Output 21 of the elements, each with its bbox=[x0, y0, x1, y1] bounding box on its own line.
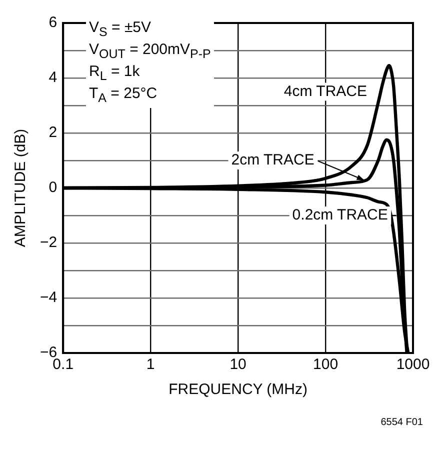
annotation: V$_{OUT}$ = 200mV$_{P-P}$ bbox=[89, 41, 211, 63]
y-tick-label: 0 bbox=[48, 179, 58, 196]
legend-label: 0.2cm TRACE bbox=[292, 206, 388, 224]
x-tick-label: 1000 bbox=[396, 356, 430, 374]
annotation: T$_{A}$ = 25°C bbox=[89, 85, 158, 107]
x-axis-title: FREQUENCY (MHz) bbox=[168, 381, 308, 398]
legend-label: 2cm TRACE bbox=[231, 152, 314, 169]
y-tick-label: 6 bbox=[48, 14, 58, 32]
y-tick-label: 2 bbox=[48, 124, 58, 142]
x-tick-label: 100 bbox=[313, 356, 338, 374]
annotation: R$_{L}$ = 1k bbox=[89, 63, 141, 85]
annotation: V$_{S}$ = ±5V bbox=[89, 19, 152, 41]
text: 6554 F01 bbox=[380, 417, 424, 428]
series-label: 4cm TRACE bbox=[284, 82, 367, 100]
y-axis-title: AMPLITUDE (dB) bbox=[12, 128, 30, 248]
x-tick-label: 10 bbox=[230, 356, 246, 374]
y-tick-label: −4 bbox=[40, 289, 58, 306]
y-tick-label: −2 bbox=[40, 234, 58, 252]
y-tick-label: 4 bbox=[48, 69, 58, 86]
x-tick-label: 1 bbox=[146, 356, 155, 374]
x-tick-label: 0.1 bbox=[52, 356, 74, 374]
